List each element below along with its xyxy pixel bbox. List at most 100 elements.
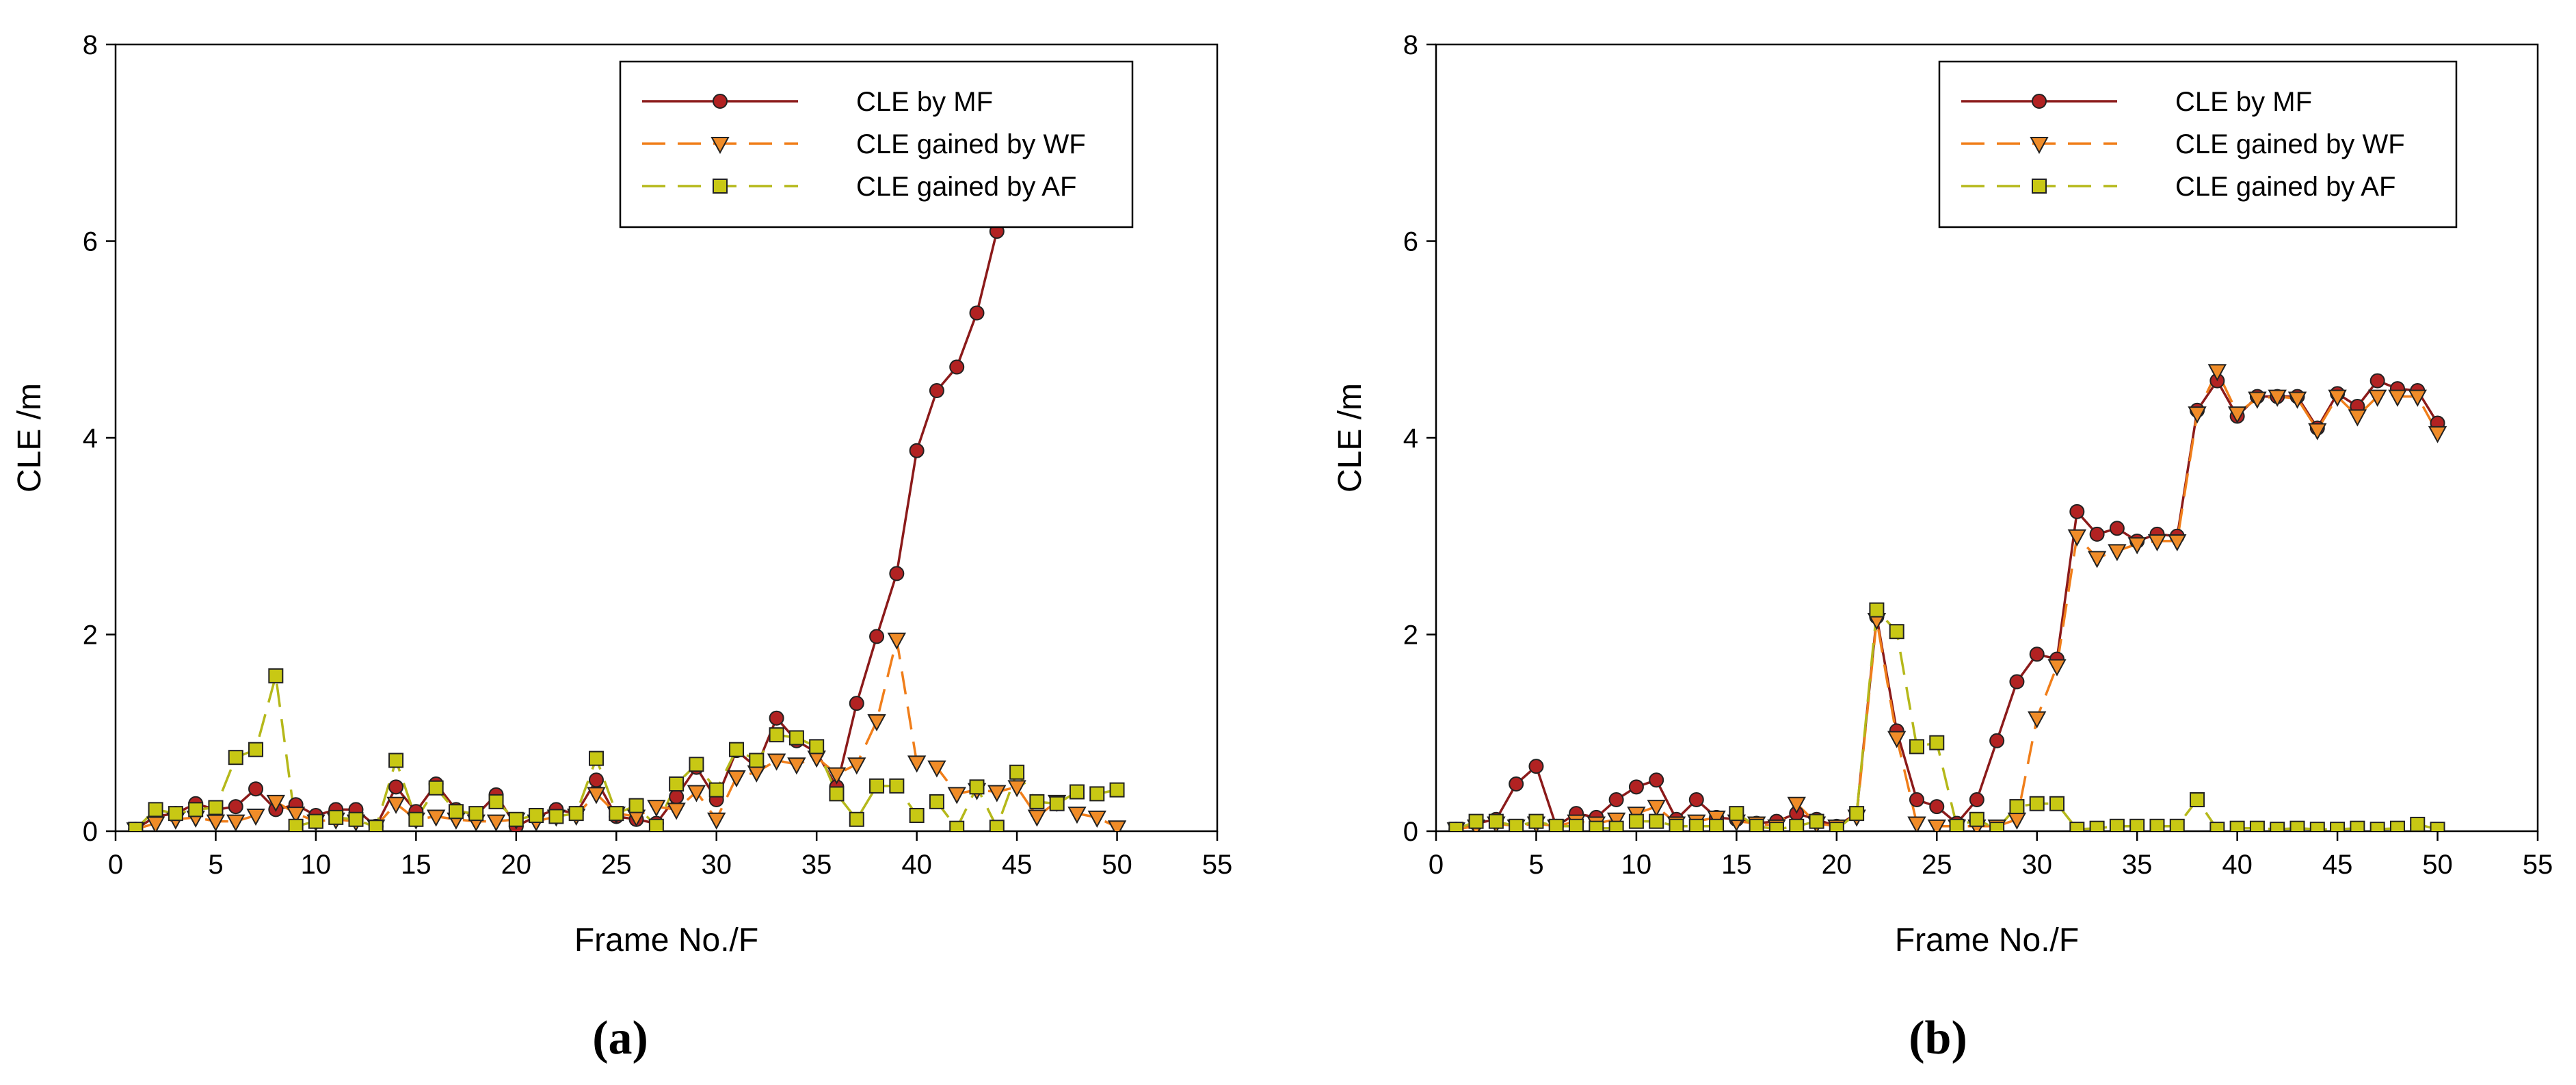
data-point xyxy=(949,820,965,831)
x-tick-label: 25 xyxy=(601,850,632,880)
data-point xyxy=(308,813,323,829)
data-point xyxy=(1669,818,1684,831)
data-point xyxy=(2249,820,2265,831)
data-point xyxy=(468,806,484,822)
data-point xyxy=(927,760,946,778)
data-point xyxy=(829,786,845,802)
legend-marker xyxy=(2032,94,2047,109)
data-point xyxy=(1889,624,1904,640)
data-point xyxy=(2348,409,2367,427)
data-point xyxy=(648,818,664,831)
data-point xyxy=(2069,822,2085,831)
legend-label: CLE gained by WF xyxy=(856,129,1086,159)
data-point xyxy=(1647,800,1666,818)
data-point xyxy=(2227,406,2247,424)
data-point xyxy=(2028,711,2047,729)
data-point xyxy=(1089,786,1105,802)
data-point xyxy=(2350,820,2365,831)
data-point xyxy=(2330,822,2346,831)
x-tick-label: 45 xyxy=(1002,850,1033,880)
data-point xyxy=(628,798,644,813)
x-tick-label: 15 xyxy=(401,850,431,880)
x-tick-label: 55 xyxy=(2523,850,2553,880)
y-tick-label: 0 xyxy=(83,817,98,847)
data-point xyxy=(428,780,444,796)
data-point xyxy=(228,799,243,815)
data-point xyxy=(1528,813,1544,829)
data-point xyxy=(729,742,745,757)
data-point xyxy=(2089,526,2105,542)
legend-box xyxy=(619,60,1134,228)
data-point xyxy=(787,757,806,775)
data-point xyxy=(1628,779,1644,795)
data-point xyxy=(1448,822,1464,831)
data-point xyxy=(707,812,726,830)
data-point xyxy=(2127,537,2147,555)
data-point xyxy=(1608,792,1624,807)
data-point xyxy=(1107,820,1127,831)
data-point xyxy=(168,806,183,822)
data-point xyxy=(669,776,685,792)
data-point xyxy=(989,820,1005,831)
data-point xyxy=(2328,389,2347,407)
data-point xyxy=(2389,820,2405,831)
data-point xyxy=(2287,391,2307,409)
data-point xyxy=(1849,806,1865,822)
x-tick-label: 5 xyxy=(1528,850,1543,880)
data-point xyxy=(248,742,264,757)
data-point xyxy=(708,782,724,798)
data-point xyxy=(2428,426,2447,443)
data-point xyxy=(2308,423,2327,441)
data-point xyxy=(2109,818,2125,831)
data-point xyxy=(909,443,925,458)
data-point xyxy=(1709,818,1725,831)
data-point xyxy=(2309,822,2325,831)
x-tick-label: 35 xyxy=(801,850,832,880)
data-point xyxy=(1929,735,1945,750)
x-tick-label: 30 xyxy=(701,850,732,880)
data-point xyxy=(1909,792,1924,807)
data-point xyxy=(2067,529,2086,547)
data-point xyxy=(2049,796,2065,811)
x-tick-label: 20 xyxy=(501,850,532,880)
data-point xyxy=(388,779,404,795)
x-axis-label: Frame No./F xyxy=(1895,922,2079,958)
data-point xyxy=(788,730,804,746)
legend-marker xyxy=(711,137,730,155)
y-tick-label: 8 xyxy=(1403,30,1418,60)
data-point xyxy=(1528,759,1544,774)
legend: CLE by MF CLE gained by WF CLE gained by A… xyxy=(619,60,1134,228)
chart-panel-b: 0 5 10 15 20 25 30 35 40 45 50 55 0 2 4 6 8 Frame No./F CL… xyxy=(1332,30,2553,1064)
plot-area xyxy=(1446,364,2447,831)
data-point xyxy=(869,629,885,644)
data-point xyxy=(809,739,825,755)
data-point xyxy=(568,806,584,822)
data-point xyxy=(1749,818,1764,831)
data-point xyxy=(2009,674,2025,690)
data-point xyxy=(2388,389,2407,407)
data-point xyxy=(2149,818,2165,831)
y-tick-label: 6 xyxy=(83,227,98,257)
data-point xyxy=(486,814,506,831)
legend-marker xyxy=(2030,137,2049,155)
data-point xyxy=(368,820,384,831)
data-point xyxy=(609,806,624,822)
data-point xyxy=(2029,646,2045,662)
data-point xyxy=(687,785,706,802)
chart-panel-a: 0 5 10 15 20 25 30 35 40 45 50 55 0 2 4 6 8 Frame No./F CL… xyxy=(12,30,1232,1064)
y-tick-label: 2 xyxy=(83,620,98,651)
data-point xyxy=(2289,820,2305,831)
legend-marker xyxy=(713,94,728,109)
data-point xyxy=(1909,739,1924,755)
data-point xyxy=(1589,820,1604,831)
data-point xyxy=(2270,822,2285,831)
data-point xyxy=(1009,764,1025,780)
panel-label: (a) xyxy=(592,1012,648,1064)
data-point xyxy=(947,787,966,805)
data-point xyxy=(647,800,666,818)
legend-label: CLE gained by WF xyxy=(2175,129,2405,159)
legend-marker xyxy=(2032,179,2047,194)
data-point xyxy=(2248,391,2267,409)
data-point xyxy=(1787,796,1806,814)
data-point xyxy=(2168,534,2187,552)
